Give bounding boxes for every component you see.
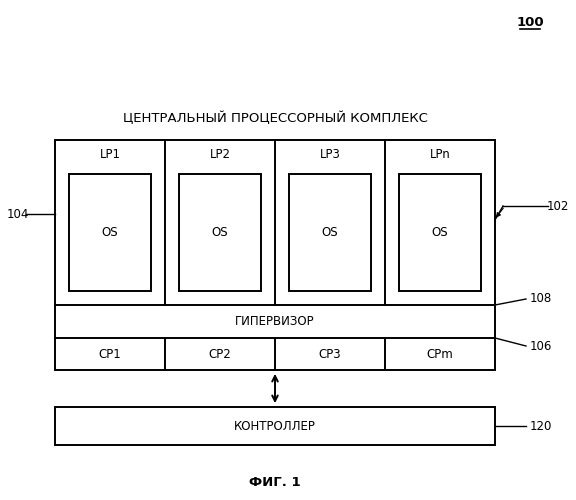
Text: OS: OS	[321, 226, 338, 239]
Bar	[55, 407, 495, 445]
Text: 120: 120	[530, 420, 552, 432]
Bar	[179, 174, 261, 291]
Text: 102: 102	[547, 200, 569, 212]
Text: ГИПЕРВИЗОР: ГИПЕРВИЗОР	[235, 315, 315, 328]
Text: LPn: LPn	[430, 148, 450, 160]
Text: ФИГ. 1: ФИГ. 1	[249, 476, 301, 488]
Text: LP3: LP3	[320, 148, 340, 160]
Bar	[289, 174, 371, 291]
Text: ЦЕНТРАЛЬНЫЙ ПРОЦЕССОРНЫЙ КОМПЛЕКС: ЦЕНТРАЛЬНЫЙ ПРОЦЕССОРНЫЙ КОМПЛЕКС	[123, 112, 427, 124]
Text: CP3: CP3	[319, 348, 342, 360]
Text: 106: 106	[530, 340, 552, 352]
Text: CPm: CPm	[427, 348, 453, 360]
Text: LP1: LP1	[100, 148, 120, 160]
Text: 108: 108	[530, 292, 552, 306]
Text: 100: 100	[516, 16, 544, 28]
Text: OS: OS	[102, 226, 118, 239]
Text: LP2: LP2	[210, 148, 230, 160]
Bar	[69, 174, 151, 291]
Text: OS: OS	[212, 226, 228, 239]
Text: КОНТРОЛЛЕР: КОНТРОЛЛЕР	[234, 420, 316, 432]
Text: CP1: CP1	[98, 348, 122, 360]
Text: OS: OS	[431, 226, 448, 239]
Bar	[399, 174, 481, 291]
Bar	[55, 140, 495, 370]
Text: CP2: CP2	[209, 348, 232, 360]
Text: 104: 104	[7, 208, 29, 221]
